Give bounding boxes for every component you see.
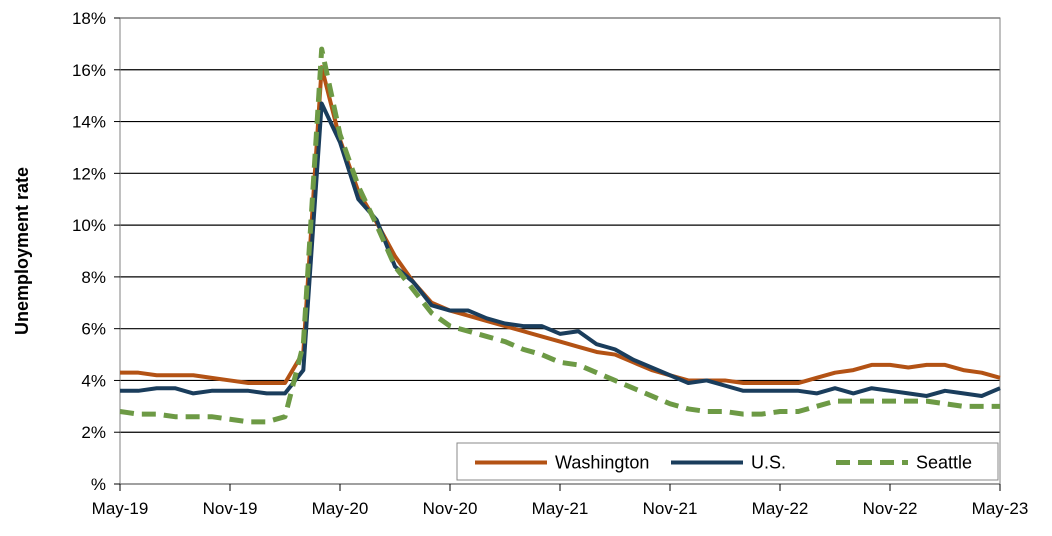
y-tick-label: 10% [72, 216, 106, 235]
y-tick-label: % [91, 475, 106, 494]
series-lines [119, 46, 1001, 425]
y-axis-title: Unemployment rate [12, 167, 32, 335]
x-tick-label: May-20 [312, 499, 369, 518]
legend: Washington U.S. Seattle [456, 442, 999, 481]
y-tick-label: 6% [81, 320, 106, 339]
x-tick-label: May-22 [752, 499, 809, 518]
y-tick-label: 18% [72, 9, 106, 28]
y-tick-label: 4% [81, 371, 106, 390]
x-tick-label: May-19 [92, 499, 149, 518]
x-axis: May-19 Nov-19 May-20 Nov-20 May-21 Nov-21 May-… [92, 484, 1029, 518]
plot-area-border [119, 17, 1001, 485]
y-tick-label: 2% [81, 423, 106, 442]
y-tick-label: 8% [81, 268, 106, 287]
x-tick-label: May-23 [972, 499, 1029, 518]
legend-label: Washington [555, 453, 649, 473]
x-tick-label: Nov-21 [643, 499, 698, 518]
x-tick-label: Nov-22 [863, 499, 918, 518]
x-tick-label: Nov-19 [203, 499, 258, 518]
legend-label: Seattle [916, 453, 972, 473]
x-tick-label: Nov-20 [423, 499, 478, 518]
legend-label: U.S. [751, 453, 786, 473]
series-line-washington [120, 65, 1001, 386]
y-tick-label: 16% [72, 61, 106, 80]
y-tick-label: 12% [72, 164, 106, 183]
x-tick-label: May-21 [532, 499, 589, 518]
y-tick-label: 14% [72, 113, 106, 132]
series-line-u-s [120, 101, 1001, 398]
y-axis: % 2% 4% 6% 8% 10% 12% 14% 16% 18% [72, 9, 120, 494]
gridlines [120, 17, 1000, 485]
